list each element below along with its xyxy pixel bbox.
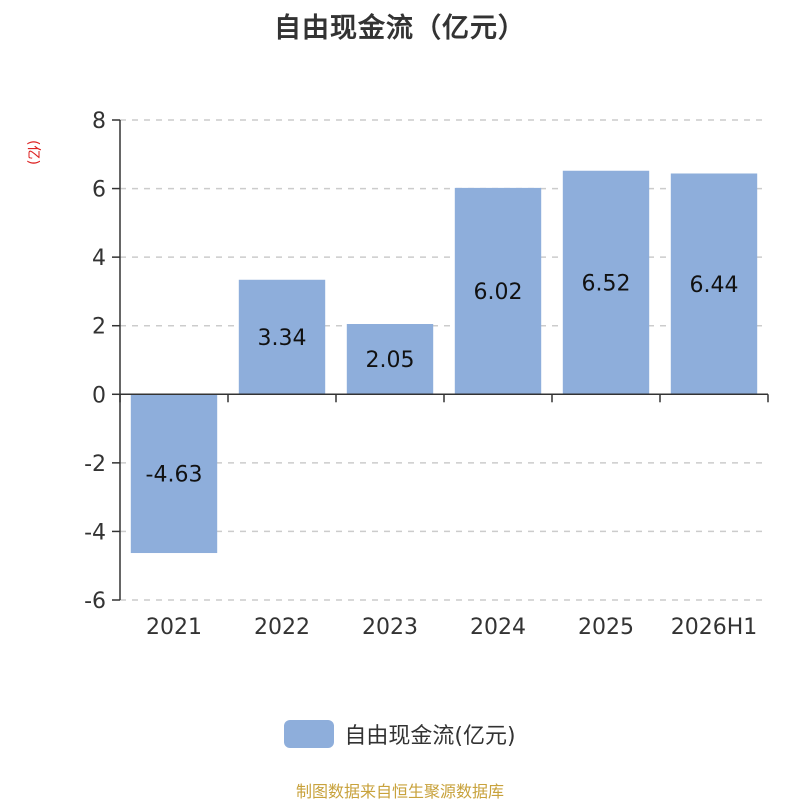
legend-swatch[interactable] [284, 720, 335, 748]
legend-label[interactable]: 自由现金流(亿元) [344, 724, 516, 749]
y-tick-label: 8 [92, 109, 106, 134]
bar [562, 170, 650, 395]
y-tick-label: 0 [92, 383, 106, 408]
bar [130, 394, 218, 554]
x-tick-label: 2024 [470, 615, 526, 640]
data-label: 6.02 [474, 280, 523, 305]
source-note: 制图数据来自恒生聚源数据库 [295, 782, 504, 801]
y-tick-label: -6 [84, 589, 106, 614]
x-tick-label: 2026H1 [671, 615, 758, 640]
x-tick-label: 2023 [362, 615, 418, 640]
x-tick-label: 2022 [254, 615, 310, 640]
y-tick-label: -4 [84, 520, 106, 545]
legend[interactable]: 自由现金流(亿元) [0, 718, 800, 750]
data-label: 6.52 [582, 272, 631, 297]
bar [670, 173, 758, 395]
x-tick-label: 2025 [578, 615, 634, 640]
data-label: 2.05 [366, 348, 415, 373]
chart-title: 自由现金流（亿元） [274, 13, 526, 44]
bar [238, 279, 326, 395]
data-label: 3.34 [258, 326, 307, 351]
y-tick-label: -2 [84, 452, 106, 477]
y-tick-label: 6 [92, 178, 106, 203]
y-tick-label: 4 [92, 246, 106, 271]
x-tick-label: 2021 [146, 615, 202, 640]
data-label: -4.63 [146, 463, 203, 488]
bar [346, 324, 434, 395]
bar [454, 187, 542, 395]
data-label: 6.44 [690, 273, 739, 298]
y-tick-label: 2 [92, 315, 106, 340]
